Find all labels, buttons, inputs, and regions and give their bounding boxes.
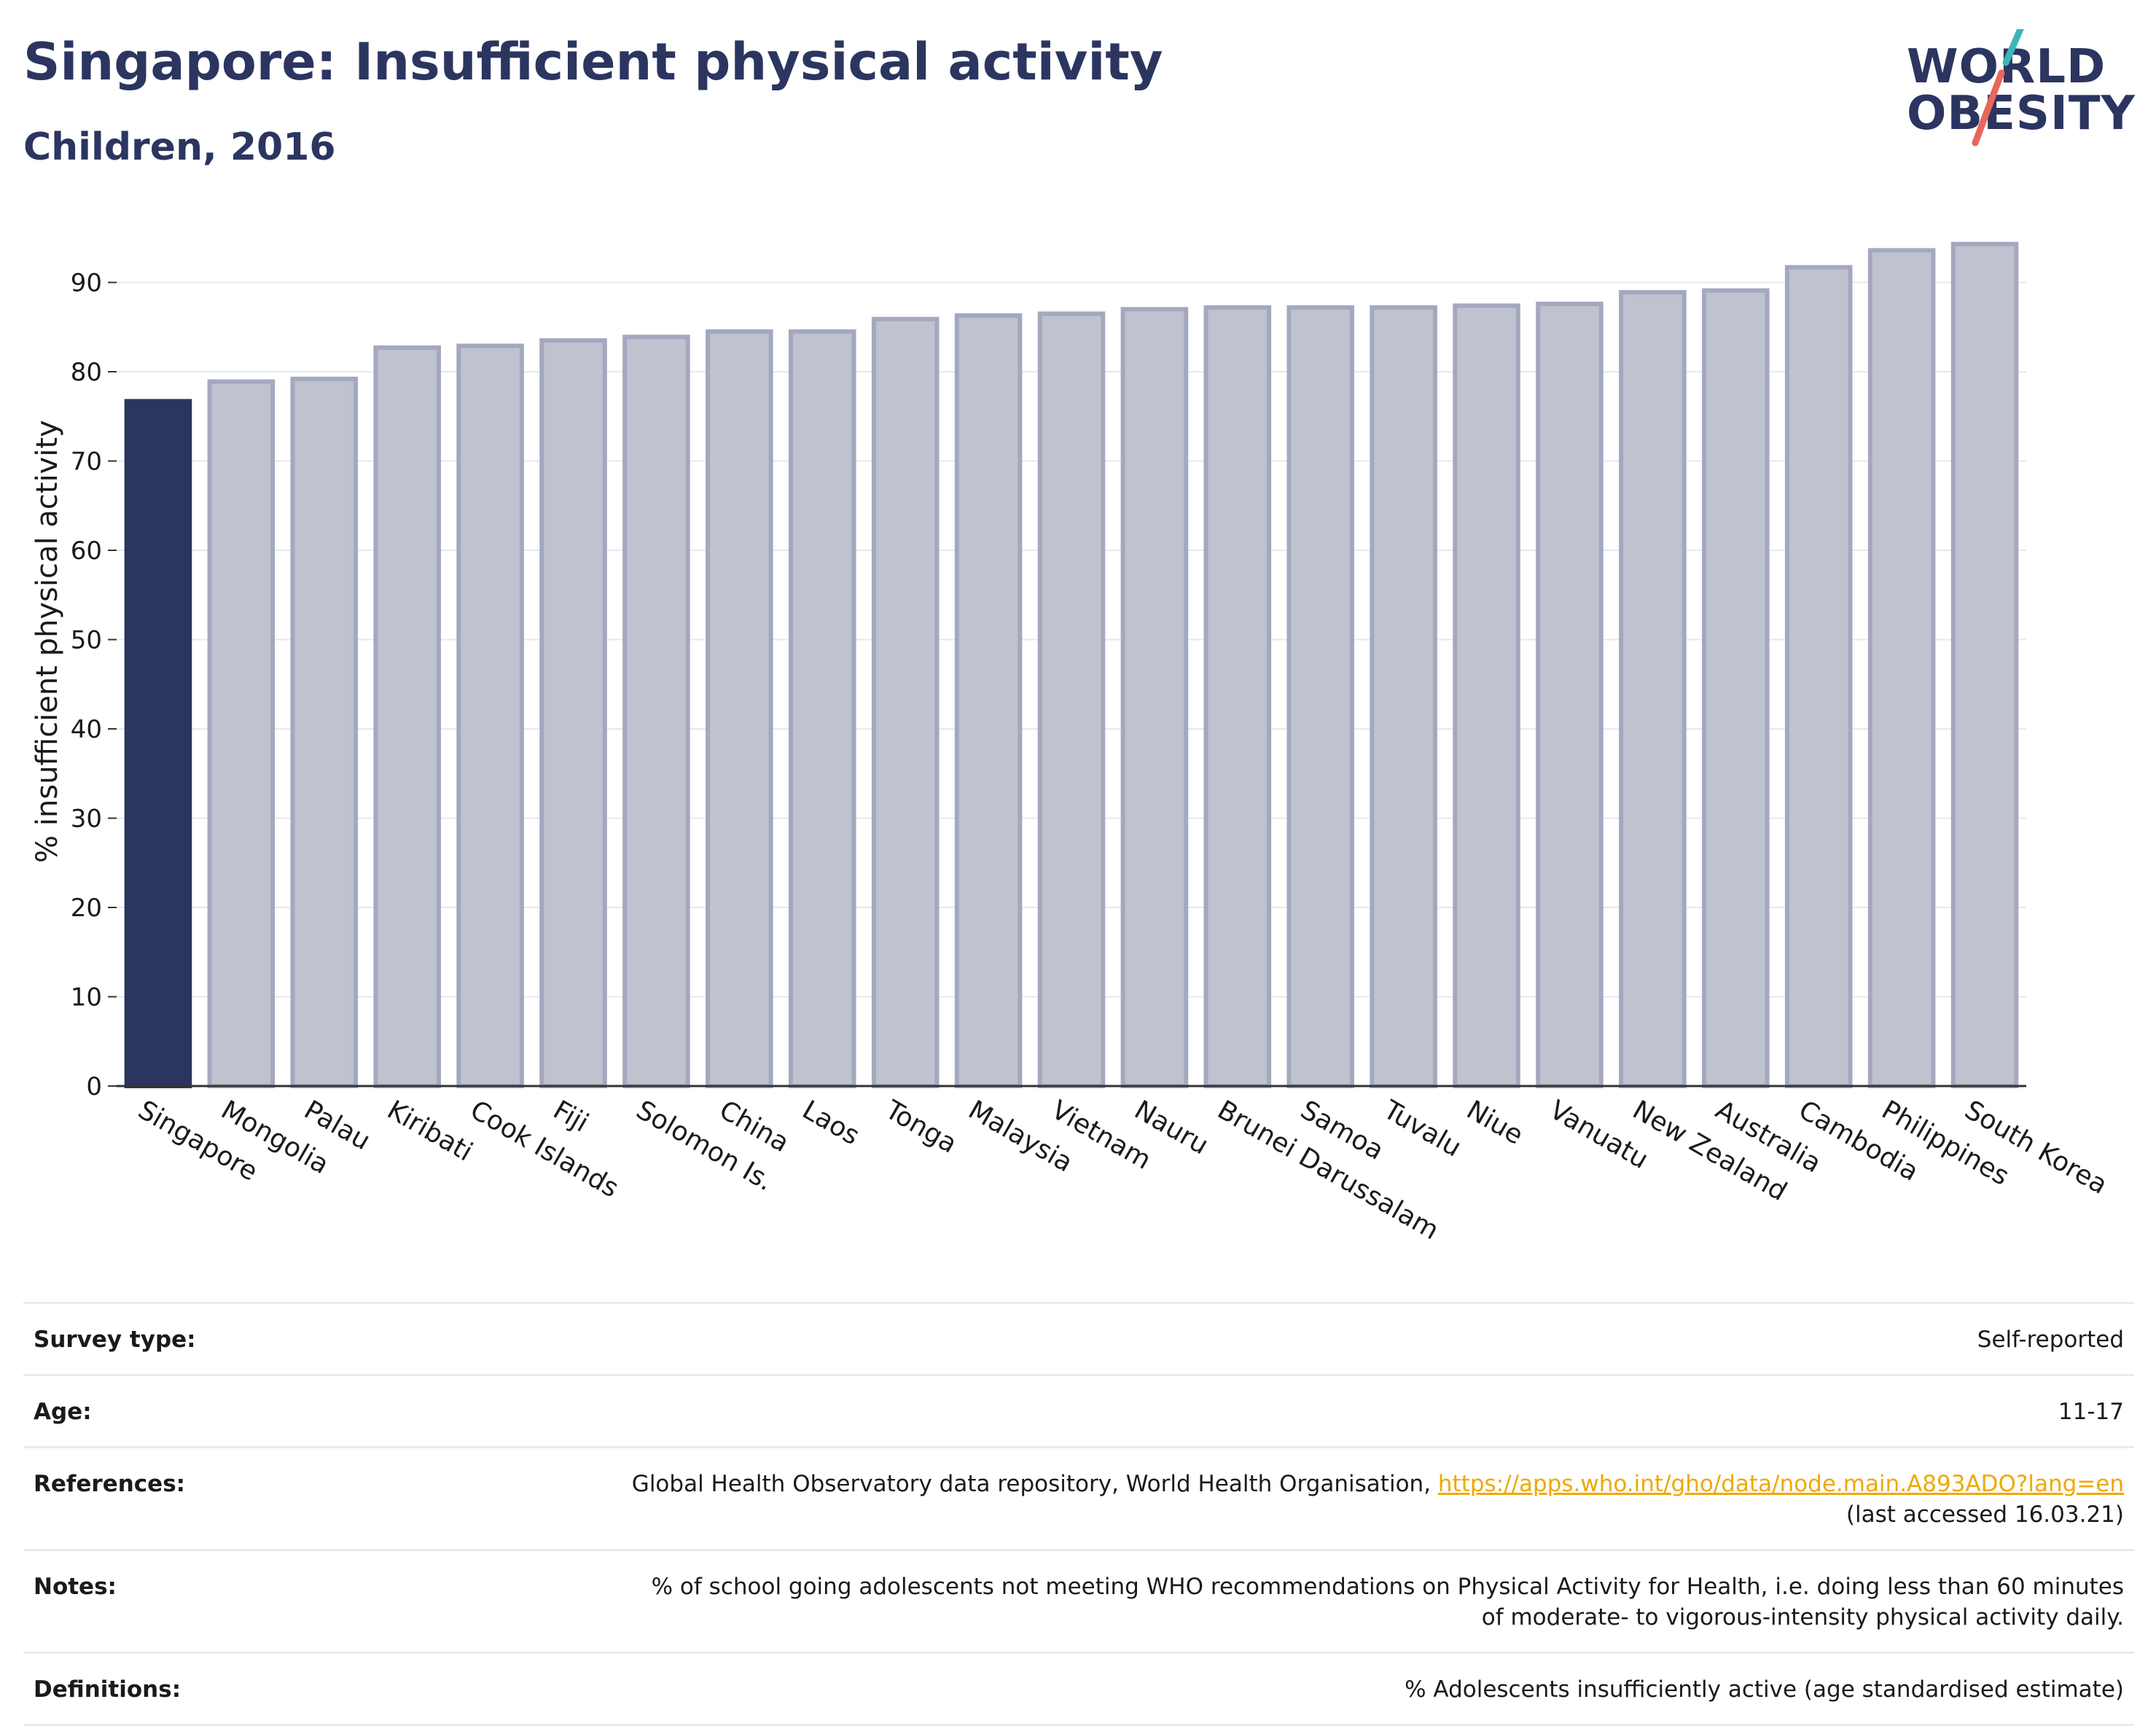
definitions-value: % Adolescents insufficiently active (age… (1405, 1676, 2124, 1703)
chart-title: Singapore: Insufficient physical activit… (23, 32, 1163, 92)
notes-value: % of school going adolescents not meetin… (651, 1574, 2124, 1631)
bar-solomon-is- (622, 335, 690, 1089)
references-accessed: (last accessed 16.03.21) (1846, 1502, 2124, 1528)
bar-laos (788, 329, 856, 1088)
y-tick-label: 30 (71, 805, 102, 834)
x-tick-label: Kiribati (382, 1095, 477, 1167)
bar-fiji (539, 338, 607, 1088)
bar-palau (290, 376, 359, 1088)
y-tick-label: 50 (71, 626, 102, 655)
bar-philippines (1867, 248, 1936, 1088)
bar-vietnam (1037, 311, 1106, 1088)
info-table: Survey type: Self-reported Age: 11-17 Re… (23, 1302, 2134, 1726)
x-tick-label: Tonga (880, 1095, 962, 1160)
x-tick-label: Niue (1461, 1095, 1528, 1150)
bar-mongolia (207, 379, 276, 1088)
info-row-age: Age: 11-17 (23, 1376, 2134, 1448)
x-tick-label: Cook Islands (465, 1095, 623, 1203)
references-label: References: (34, 1471, 186, 1497)
bar-chart: 0102030405060708090SingaporeMongoliaPala… (31, 241, 2112, 1246)
bar-new-zealand (1619, 289, 1687, 1089)
bar-australia (1702, 288, 1770, 1088)
info-row-references: References: Global Health Observatory da… (23, 1448, 2134, 1551)
bar-malaysia (954, 313, 1023, 1089)
info-row-survey-type: Survey type: Self-reported (23, 1304, 2134, 1376)
world-obesity-logo: WORLD OBESITY (1895, 29, 2143, 160)
chart-subtitle: Children, 2016 (23, 125, 336, 169)
bar-singapore (124, 399, 192, 1088)
y-tick-label: 0 (86, 1072, 102, 1101)
y-tick-label: 10 (71, 983, 102, 1012)
logo-line-2: OBESITY (1907, 87, 2136, 141)
y-tick-label: 70 (71, 448, 102, 477)
bar-nauru (1120, 307, 1189, 1088)
bar-vanuatu (1536, 301, 1604, 1088)
survey-type-value: Self-reported (1977, 1327, 2124, 1353)
bar-samoa (1286, 305, 1355, 1088)
bar-brunei-darussalam (1203, 305, 1272, 1088)
survey-type-label: Survey type: (34, 1327, 196, 1353)
logo-line-1: WORLD (1907, 40, 2106, 94)
bar-niue (1453, 303, 1520, 1089)
y-tick-label: 20 (71, 894, 102, 923)
y-tick-label: 60 (71, 536, 102, 566)
notes-label: Notes: (34, 1574, 117, 1600)
x-tick-label: Fiji (548, 1095, 593, 1139)
y-tick-label: 40 (71, 715, 102, 744)
y-tick-label: 90 (71, 269, 102, 298)
references-text: Global Health Observatory data repositor… (631, 1471, 1438, 1497)
y-axis-label: % insufficient physical activity (31, 420, 64, 863)
bar-south-korea (1950, 241, 2019, 1089)
age-value: 11-17 (2058, 1399, 2124, 1425)
bar-cook-islands (456, 343, 524, 1089)
y-tick-label: 80 (71, 358, 102, 387)
bar-tuvalu (1370, 305, 1437, 1088)
bar-tonga (871, 316, 940, 1089)
logo-slash-icon (1972, 29, 2024, 147)
definitions-label: Definitions: (34, 1676, 181, 1703)
bar-cambodia (1784, 265, 1853, 1088)
x-tick-label: Tuvalu (1378, 1095, 1466, 1163)
x-tick-label: Laos (797, 1095, 864, 1151)
info-row-notes: Notes: % of school going adolescents not… (23, 1551, 2134, 1654)
bar-china (706, 329, 773, 1088)
references-link[interactable]: https://apps.who.int/gho/data/node.main.… (1437, 1471, 2124, 1497)
age-label: Age: (34, 1399, 92, 1425)
bar-kiribati (373, 345, 441, 1088)
info-row-definitions: Definitions: % Adolescents insufficientl… (23, 1654, 2134, 1726)
references-value: Global Health Observatory data repositor… (340, 1469, 2124, 1530)
